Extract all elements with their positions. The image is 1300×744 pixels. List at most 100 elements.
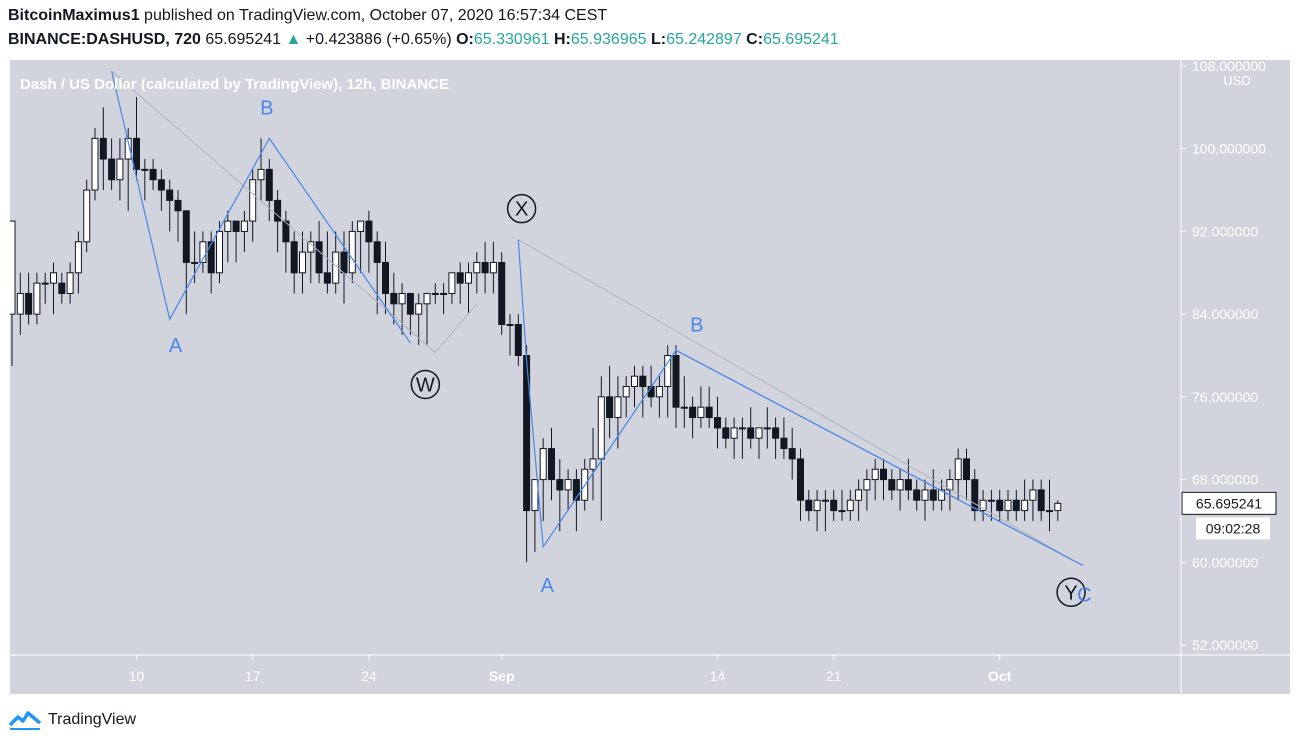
candle-body (274, 199, 282, 222)
candle (74, 231, 82, 294)
tradingview-brand[interactable]: TradingView (48, 711, 137, 728)
x-tick-label: 24 (361, 668, 377, 684)
candle-body (299, 251, 306, 274)
candle (415, 293, 423, 346)
candle-body (780, 437, 788, 450)
candle (373, 231, 381, 315)
x-tick-label: 17 (245, 668, 261, 684)
published-text: published on TradingView.com, October 07… (144, 7, 608, 24)
y-tick-label: 100.000000 (1192, 141, 1266, 157)
candle (406, 292, 414, 335)
candle (913, 479, 921, 511)
candle (929, 469, 937, 511)
last-price-tag: 65.695241 (1181, 491, 1277, 515)
x-tick-label: Oct (988, 668, 1012, 684)
candle (182, 210, 190, 315)
candle (274, 190, 282, 253)
candle (265, 159, 273, 222)
candle-body (539, 448, 547, 481)
candle-body (929, 489, 937, 501)
wave-label-text: A (541, 575, 555, 597)
candle (797, 448, 804, 521)
candle-body (10, 220, 16, 315)
candle-body (714, 417, 721, 429)
wave-label-text: X (515, 199, 528, 221)
price-axis[interactable] (1181, 60, 1290, 694)
tradingview-logo-icon[interactable] (8, 709, 42, 731)
candle (954, 448, 962, 501)
candle-body (589, 458, 597, 470)
candle (506, 314, 514, 356)
candle-body (265, 168, 273, 201)
candle-body (938, 489, 946, 501)
candle (763, 407, 771, 449)
candle-body (664, 355, 672, 388)
candle (1012, 489, 1020, 521)
candle (514, 314, 522, 366)
candle (16, 272, 24, 335)
candle (1021, 479, 1029, 521)
candle (465, 262, 472, 315)
x-tick-label: 14 (710, 668, 726, 684)
wave-label: Y (1056, 577, 1086, 608)
footer: TradingView (8, 708, 136, 732)
candle (705, 386, 713, 428)
candle-body (1046, 510, 1053, 513)
candle-body (697, 406, 705, 419)
candle (99, 107, 107, 191)
candle (697, 386, 705, 428)
candle-body (830, 499, 838, 512)
candle (855, 479, 863, 521)
candle-body (631, 375, 638, 388)
candle-body (531, 479, 539, 512)
plot-area[interactable] (10, 60, 1181, 655)
candle (971, 469, 979, 521)
y-tick-label: 92.000000 (1192, 223, 1258, 239)
candle (979, 489, 987, 521)
candles-group (10, 97, 1062, 563)
candle-body (1004, 499, 1012, 512)
candle-body (41, 282, 49, 285)
candle-body (913, 489, 921, 501)
candle-body (390, 292, 398, 305)
candle (141, 159, 149, 201)
wave-label-circle (506, 193, 537, 224)
candle (224, 210, 232, 263)
y-tick-label: 60.000000 (1192, 554, 1258, 570)
candle (888, 469, 896, 501)
wave-label-text: A (169, 335, 183, 357)
candle-body (871, 468, 879, 481)
candle-body (357, 220, 365, 232)
candle (133, 97, 140, 180)
candle (730, 417, 738, 459)
candle-body (597, 396, 605, 460)
candle (564, 469, 572, 511)
y-tick-label: 52.000000 (1192, 637, 1258, 653)
candle-body (747, 427, 755, 439)
author-name[interactable]: BitcoinMaximus1 (8, 7, 140, 24)
publish-header: BitcoinMaximus1 published on TradingView… (8, 7, 607, 25)
candle-body (373, 241, 381, 263)
candle-body (108, 158, 116, 181)
wave-label: W (410, 369, 441, 400)
candle-body (846, 499, 854, 512)
candle-body (216, 230, 223, 274)
candle-body (415, 303, 423, 315)
candle-body (99, 137, 107, 160)
candle-body (465, 272, 472, 284)
candle (830, 489, 838, 521)
candle (365, 210, 373, 273)
candle (963, 448, 970, 501)
candle (813, 489, 821, 532)
candle (207, 231, 215, 294)
trend-line (434, 303, 478, 353)
candle (498, 252, 506, 335)
candle-body (66, 272, 74, 294)
ohlc-header: BINANCE:DASHUSD, 720 65.695241 ▲ +0.4238… (8, 31, 839, 49)
time-axis[interactable] (10, 655, 1181, 694)
candle-body (489, 261, 497, 274)
candle-body (91, 137, 99, 191)
y-tick-label: 84.000000 (1192, 306, 1258, 322)
candle-body (705, 406, 713, 419)
